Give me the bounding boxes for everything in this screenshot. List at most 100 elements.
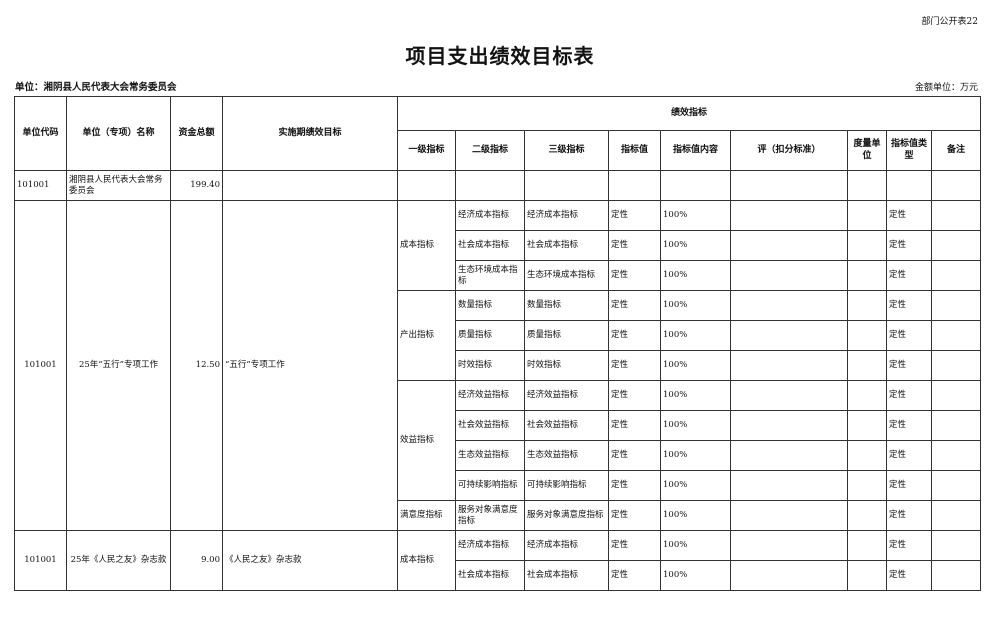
cell-level3: 社会成本指标 xyxy=(524,560,609,591)
cell-level2: 服务对象满意度指标 xyxy=(455,500,525,531)
cell-level3: 服务对象满意度指标 xyxy=(524,500,609,531)
cell-measure-unit xyxy=(847,500,887,531)
cell-criteria xyxy=(730,290,848,321)
page-title: 项目支出绩效目标表 xyxy=(405,44,595,68)
cell-value: 定性 xyxy=(608,290,661,321)
cell-goal: “五行”专项工作 xyxy=(222,200,398,531)
cell-content: 100% xyxy=(660,200,731,231)
col-header-name: 单位（专项）名称 xyxy=(66,96,171,171)
cell-empty xyxy=(886,170,932,201)
cell-level3: 社会成本指标 xyxy=(524,230,609,261)
indicator-row: 社会成本指标 社会成本指标 定性 100% 定性 xyxy=(15,560,982,591)
indicator-row: 时效指标 时效指标 定性 100% 定性 xyxy=(15,350,982,381)
col-header-performance: 绩效指标 xyxy=(396,96,982,131)
cell-measure-unit xyxy=(847,380,887,411)
cell-value: 定性 xyxy=(608,380,661,411)
cell-note xyxy=(930,500,982,531)
cell-empty xyxy=(930,170,982,201)
col-header-total: 资金总额 xyxy=(170,96,223,171)
cell-value: 定性 xyxy=(608,500,661,531)
cell-value: 定性 xyxy=(608,440,661,471)
cell-empty xyxy=(397,170,456,201)
cell-content: 100% xyxy=(660,350,731,381)
cell-measure-unit xyxy=(847,470,887,501)
cell-content: 100% xyxy=(660,560,731,591)
indicator-row: 社会成本指标 社会成本指标 定性 100% 定性 xyxy=(15,230,982,261)
cell-note xyxy=(930,260,982,291)
cell-measure-unit xyxy=(847,560,887,591)
header-row: 单位代码 单位（专项）名称 资金总额 实施期绩效目标 绩效指标 xyxy=(14,96,982,171)
cell-measure-unit xyxy=(847,320,887,351)
cell-note xyxy=(930,440,982,471)
cell-name: 25年“五行”专项工作 xyxy=(66,200,171,531)
cell-level3: 生态环境成本指标 xyxy=(524,260,609,291)
cell-level2: 社会效益指标 xyxy=(455,410,525,441)
cell-value-type: 定性 xyxy=(886,290,932,321)
cell-value: 定性 xyxy=(608,230,661,261)
cell-empty xyxy=(660,170,731,201)
cell-note xyxy=(930,200,982,231)
cell-level3: 数量指标 xyxy=(524,290,609,321)
cell-value: 定性 xyxy=(608,200,661,231)
cell-empty xyxy=(730,170,848,201)
cell-level1: 效益指标 xyxy=(397,380,456,501)
cell-level2: 质量指标 xyxy=(455,320,525,351)
cell-measure-unit xyxy=(847,530,887,561)
cell-criteria xyxy=(730,410,848,441)
cell-goal: 《人民之友》杂志款 xyxy=(222,530,398,591)
cell-criteria xyxy=(730,380,848,411)
performance-target-table: 单位代码 单位（专项）名称 资金总额 实施期绩效目标 绩效指标 一级指标 二级指… xyxy=(14,96,982,591)
cell-criteria xyxy=(730,440,848,471)
cell-measure-unit xyxy=(847,260,887,291)
cell-level2: 数量指标 xyxy=(455,290,525,321)
cell-level3: 生态效益指标 xyxy=(524,440,609,471)
indicator-row: 可持续影响指标 可持续影响指标 定性 100% 定性 xyxy=(15,470,982,501)
cell-measure-unit xyxy=(847,230,887,261)
cell-level2: 生态效益指标 xyxy=(455,440,525,471)
indicator-row: 101001 25年“五行”专项工作 12.50 “五行”专项工作 成本指标 经济成本指标… xyxy=(14,200,982,531)
cell-note xyxy=(930,530,982,561)
cell-note xyxy=(930,470,982,501)
cell-note xyxy=(930,380,982,411)
col-header-value: 指标值 xyxy=(608,130,661,171)
cell-content: 100% xyxy=(660,230,731,261)
cell-criteria xyxy=(730,560,848,591)
cell-level2: 时效指标 xyxy=(455,350,525,381)
cell-criteria xyxy=(730,500,848,531)
cell-measure-unit xyxy=(847,290,887,321)
col-header-level2: 二级指标 xyxy=(455,130,525,171)
cell-value-type: 定性 xyxy=(886,350,932,381)
cell-total: 12.50 xyxy=(170,200,223,531)
cell-level1: 成本指标 xyxy=(397,200,456,291)
unit-label: 单位：湘阴县人民代表大会常务委员会 xyxy=(15,82,177,93)
cell-value: 定性 xyxy=(608,410,661,441)
col-header-note: 备注 xyxy=(930,130,982,171)
col-header-level3: 三级指标 xyxy=(524,130,609,171)
cell-level3: 经济效益指标 xyxy=(524,380,609,411)
cell-measure-unit xyxy=(847,410,887,441)
subheader-row: 一级指标 二级指标 三级指标 指标值 指标值内容 评（扣分标准） 度量单位 指标… xyxy=(15,130,982,171)
cell-value-type: 定性 xyxy=(886,440,932,471)
cell-empty xyxy=(608,170,661,201)
cell-content: 100% xyxy=(660,500,731,531)
cell-value-type: 定性 xyxy=(886,230,932,261)
cell-code: 101001 xyxy=(14,200,67,531)
cell-content: 100% xyxy=(660,320,731,351)
cell-content: 100% xyxy=(660,470,731,501)
cell-value: 定性 xyxy=(608,470,661,501)
cell-content: 100% xyxy=(660,530,731,561)
cell-value: 定性 xyxy=(608,560,661,591)
cell-total: 199.40 xyxy=(170,170,223,201)
cell-measure-unit xyxy=(847,440,887,471)
cell-value-type: 定性 xyxy=(886,530,932,561)
indicator-row: 社会效益指标 社会效益指标 定性 100% 定性 xyxy=(15,410,982,441)
col-header-goal: 实施期绩效目标 xyxy=(222,96,398,171)
cell-note xyxy=(930,560,982,591)
cell-level2: 经济成本指标 xyxy=(455,530,525,561)
cell-level2: 生态环境成本指标 xyxy=(455,260,525,291)
indicator-row: 质量指标 质量指标 定性 100% 定性 xyxy=(15,320,982,351)
cell-note xyxy=(930,350,982,381)
cell-value: 定性 xyxy=(608,530,661,561)
cell-criteria xyxy=(730,260,848,291)
cell-level2: 可持续影响指标 xyxy=(455,470,525,501)
